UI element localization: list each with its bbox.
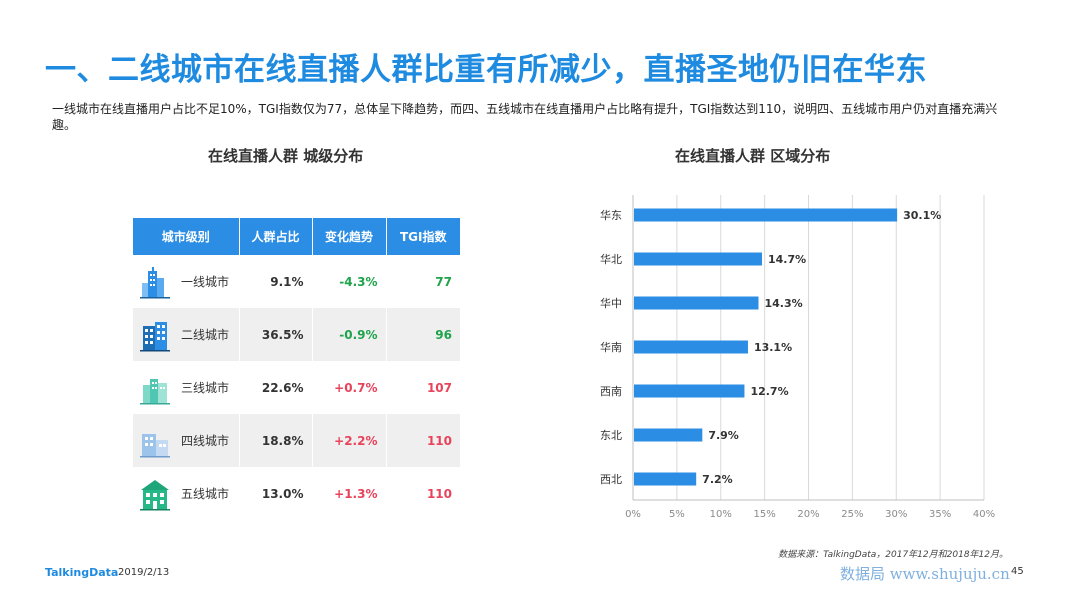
report-date: 2019/2/13 xyxy=(118,567,170,578)
data-label: 12.7% xyxy=(750,385,788,398)
header-trend: 变化趋势 xyxy=(312,218,387,255)
share-cell: 9.1% xyxy=(239,255,313,308)
city-level-table: 城市级别 人群占比 变化趋势 TGI指数 xyxy=(133,218,460,520)
office-building-icon xyxy=(140,321,170,351)
tgi-cell: 96 xyxy=(386,308,460,361)
talkingdata-logo: TalkingData xyxy=(45,566,119,579)
level-cell: 五线城市 xyxy=(133,467,240,520)
x-tick-label: 25% xyxy=(841,509,863,520)
x-tick-label: 10% xyxy=(710,509,732,520)
level-name: 二线城市 xyxy=(181,328,230,342)
level-cell: 二线城市 xyxy=(133,308,240,361)
category-label: 华北 xyxy=(600,252,622,266)
table-header-row: 城市级别 人群占比 变化趋势 TGI指数 xyxy=(133,218,460,255)
right-section-title: 在线直播人群 区域分布 xyxy=(675,147,831,165)
tgi-cell: 110 xyxy=(426,486,452,501)
bar xyxy=(634,252,762,266)
trend-cell: -0.9% xyxy=(312,308,387,361)
header-tgi: TGI指数 xyxy=(386,218,460,255)
trend-cell: +0.7% xyxy=(312,361,387,414)
x-tick-label: 35% xyxy=(929,509,951,520)
data-label: 14.3% xyxy=(764,297,802,310)
share-cell: 22.6% xyxy=(239,361,313,414)
house-icon xyxy=(140,479,170,510)
category-label: 华南 xyxy=(600,340,622,354)
x-tick-label: 40% xyxy=(973,509,995,520)
bar xyxy=(634,296,759,310)
x-tick-label: 0% xyxy=(625,509,641,520)
left-section-title: 在线直播人群 城级分布 xyxy=(208,147,364,165)
category-label: 华东 xyxy=(600,208,622,222)
category-label: 华中 xyxy=(600,296,622,310)
table-row: 四线城市 18.8% +2.2% 110 xyxy=(133,414,460,467)
x-tick-label: 20% xyxy=(797,509,819,520)
table-row: 二线城市 36.5% -0.9% 96 xyxy=(133,308,460,361)
watermark: 数据局 www.shujuju.cn xyxy=(840,565,1010,583)
share-cell: 18.8% xyxy=(239,414,313,467)
trend-cell: -4.3% xyxy=(312,255,387,308)
tgi-cell: 110 xyxy=(386,414,460,467)
bar xyxy=(634,472,697,486)
skyscraper-icon xyxy=(140,266,170,298)
tgi-cell: 107 xyxy=(426,380,452,395)
city-skyline-icon xyxy=(140,378,170,404)
share-cell: 13.0% xyxy=(239,467,313,520)
x-tick-label: 30% xyxy=(885,509,907,520)
level-name: 一线城市 xyxy=(181,275,230,289)
header-share: 人群占比 xyxy=(239,218,313,255)
data-label: 7.9% xyxy=(708,429,739,442)
level-cell: 三线城市 xyxy=(133,361,240,414)
region-bar-chart: 0% 5% 10% 15% 20% 25% 30% 35% 40% 华东 30.1% 华北 14.7% 华… xyxy=(600,195,995,520)
data-label: 14.7% xyxy=(768,253,806,266)
trend-cell: +2.2% xyxy=(312,414,387,467)
x-tick-label: 5% xyxy=(669,509,685,520)
level-cell: 一线城市 xyxy=(133,255,240,308)
town-buildings-icon xyxy=(140,433,170,457)
bar xyxy=(634,428,703,442)
table-row: 五线城市 13.0% +1.3% 110 xyxy=(133,467,460,520)
category-label: 东北 xyxy=(600,429,622,442)
x-tick-label: 15% xyxy=(754,509,776,520)
page-title: 一、二线城市在线直播人群比重有所减少，直播圣地仍旧在华东 xyxy=(45,52,927,88)
header-city-level: 城市级别 xyxy=(133,218,240,255)
data-label: 30.1% xyxy=(903,209,941,222)
level-name: 三线城市 xyxy=(181,381,230,395)
category-label: 西南 xyxy=(600,385,622,398)
tgi-cell: 77 xyxy=(435,274,452,289)
page-description: 一线城市在线直播用户占比不足10%，TGI指数仅为77，总体呈下降趋势，而四、五… xyxy=(52,102,998,132)
page-number: 45 xyxy=(1011,566,1024,577)
share-cell: 36.5% xyxy=(239,308,313,361)
table-row: 三线城市 22.6% +0.7% 107 xyxy=(133,361,460,414)
category-label: 西北 xyxy=(600,473,622,486)
table-row: 一线城市 9.1% -4.3% 77 xyxy=(133,255,460,308)
data-source-note: 数据来源：TalkingData，2017年12月和2018年12月。 xyxy=(778,550,1008,560)
data-label: 7.2% xyxy=(702,473,733,486)
bar xyxy=(634,340,748,354)
bar xyxy=(634,384,745,398)
level-name: 五线城市 xyxy=(181,487,230,501)
level-cell: 四线城市 xyxy=(133,414,240,467)
level-name: 四线城市 xyxy=(181,434,230,448)
bar xyxy=(634,208,898,222)
trend-cell: +1.3% xyxy=(312,467,387,520)
data-label: 13.1% xyxy=(754,341,792,354)
